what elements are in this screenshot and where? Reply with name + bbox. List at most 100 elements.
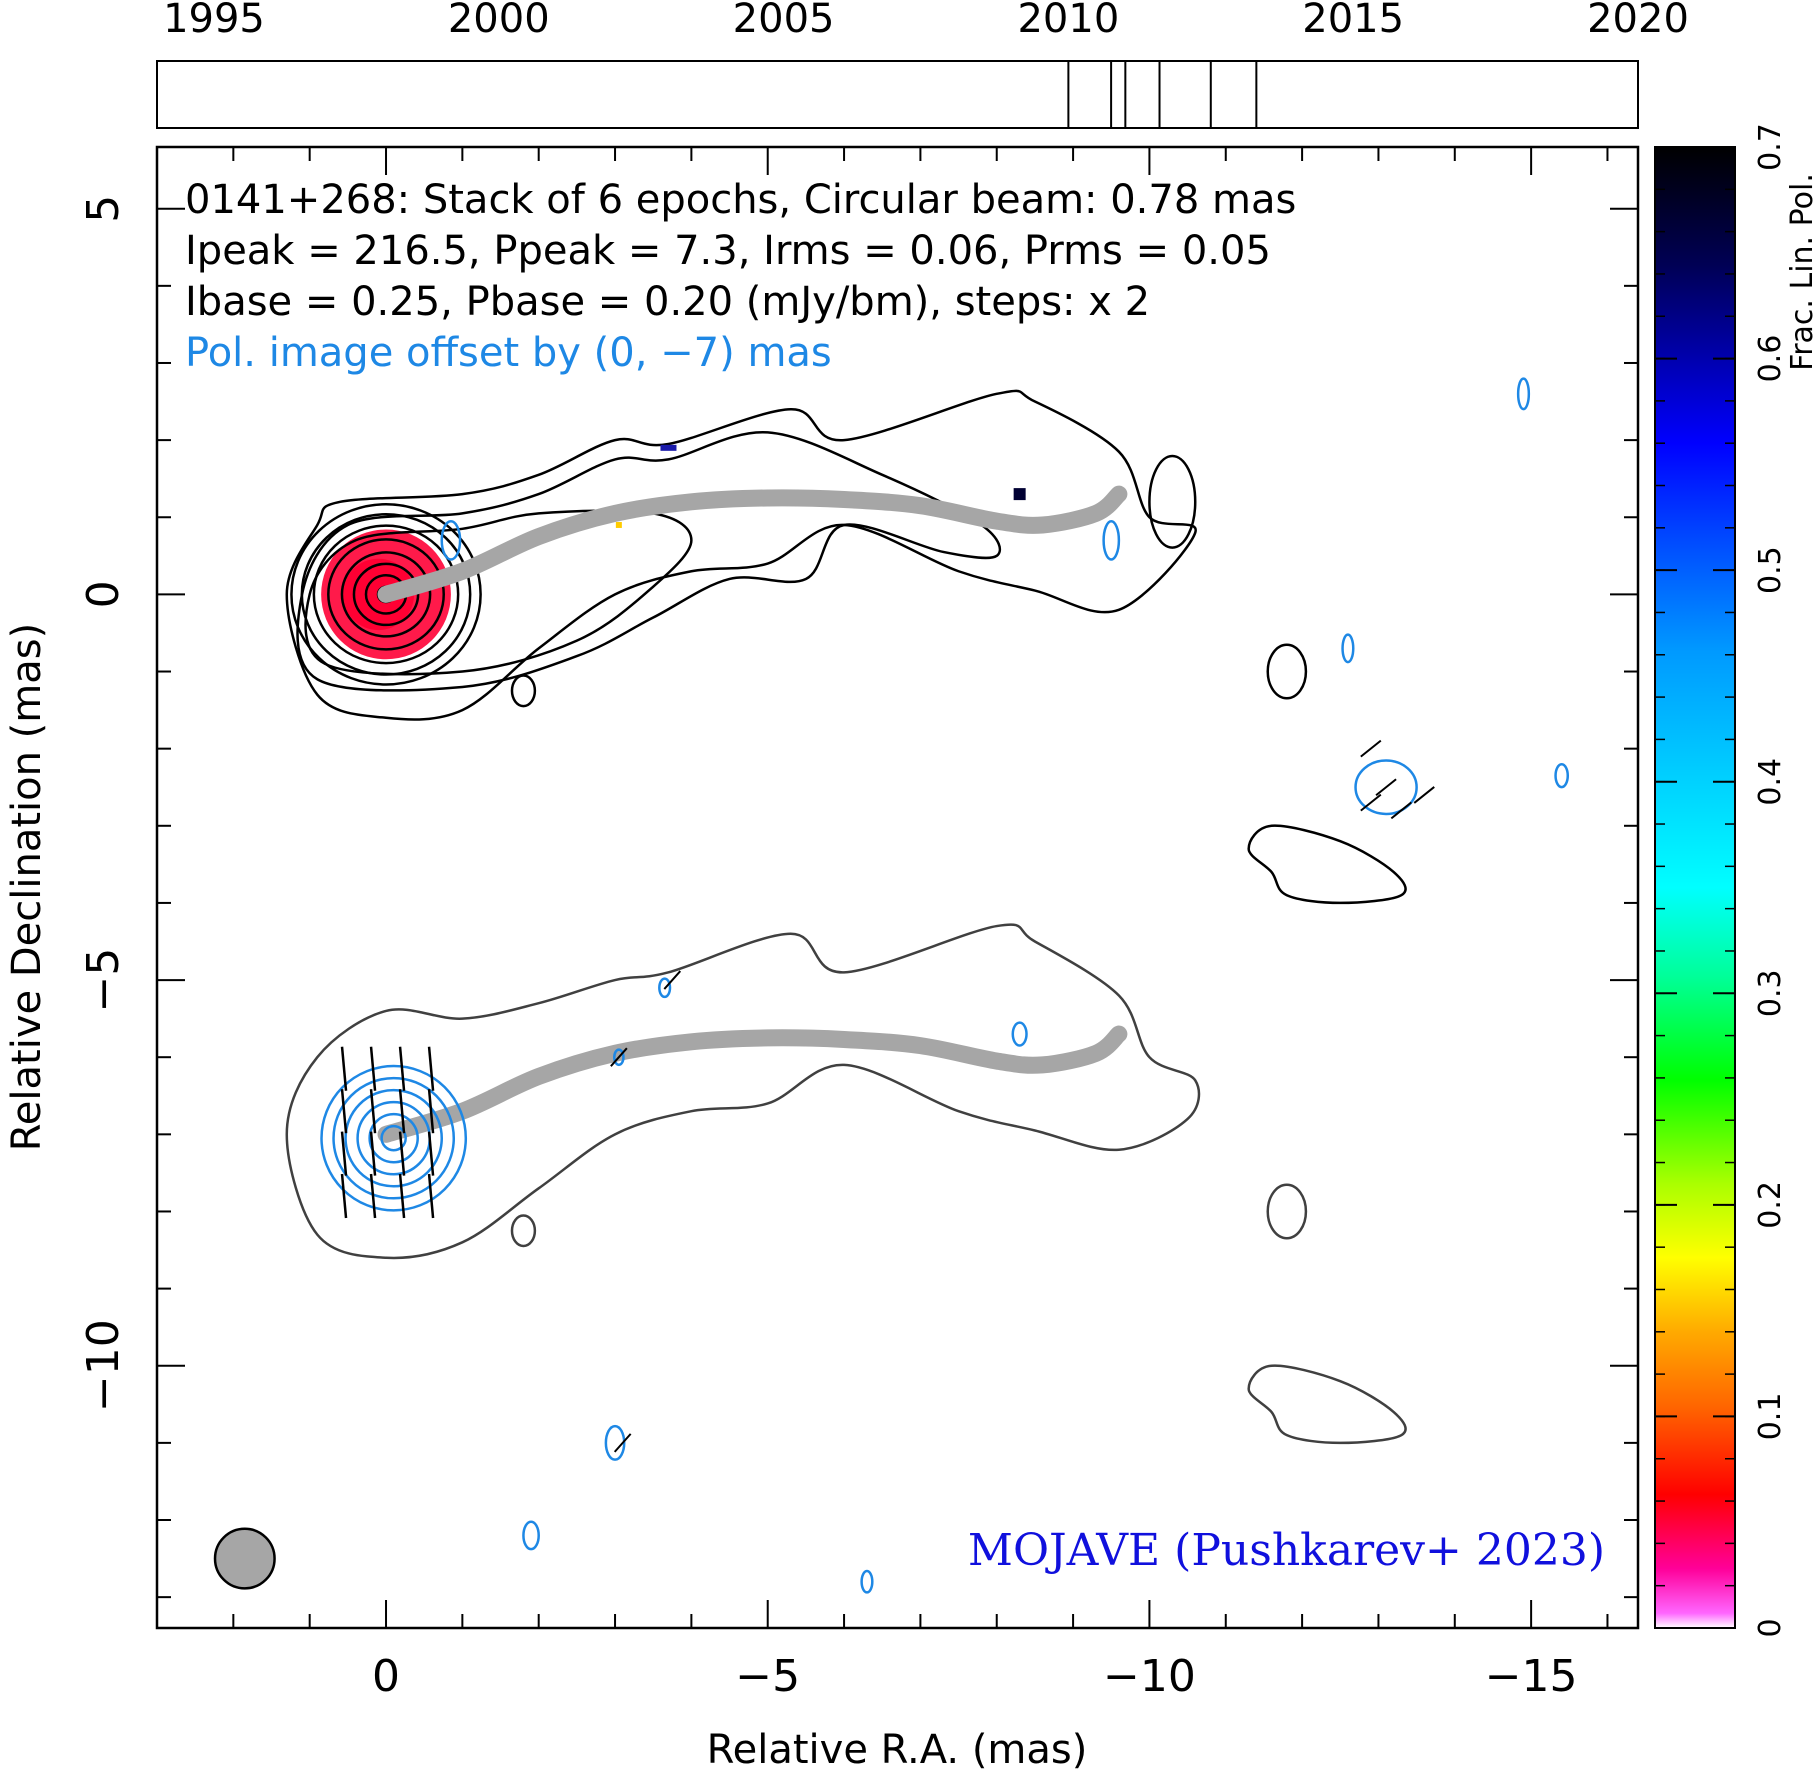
x-axis-label: Relative R.A. (mas) <box>707 1727 1088 1773</box>
annotation-line-2: Ipeak = 216.5, Ppeak = 7.3, Irms = 0.06,… <box>185 228 1271 274</box>
pol-panel-isolated-contour <box>510 1214 537 1248</box>
pol-core-contour <box>380 1124 407 1152</box>
isolated-contour <box>1148 454 1197 549</box>
pol-core-contour <box>368 1112 419 1164</box>
x-tick-label: 0 <box>372 1651 400 1702</box>
timeline-year-label: 2000 <box>448 0 550 42</box>
timeline-year-label: 2010 <box>1017 0 1119 42</box>
pol-contour <box>604 1424 626 1461</box>
plot-frame <box>155 145 1640 1630</box>
total-intensity-contour <box>296 431 1001 692</box>
evpa-stick <box>340 1046 348 1091</box>
core-contour <box>340 551 432 638</box>
core-contour <box>327 538 445 651</box>
colorbar-tick-label: 0.7 <box>1753 123 1788 171</box>
colorbar-frame <box>1654 146 1736 1629</box>
pol-panel-total-contour <box>285 923 1201 1260</box>
pol-contour <box>613 1048 625 1067</box>
colorbar-tick-label: 0.3 <box>1753 969 1788 1017</box>
timeline-frame <box>156 60 1639 129</box>
colorbar-tick-label: 0.1 <box>1753 1393 1788 1441</box>
annotation-line-3: Ibase = 0.25, Pbase = 0.20 (mJy/bm), ste… <box>185 279 1150 325</box>
x-tick-label: −15 <box>1485 1651 1578 1702</box>
isolated-contour <box>1266 643 1308 700</box>
evpa-stick <box>663 970 682 990</box>
epoch-timeline: 1995 2000 2005 2010 2015 2020 <box>156 0 1689 129</box>
total-intensity-contour <box>285 389 1197 721</box>
fpol-pixel <box>615 521 622 528</box>
timeline-year-label: 2005 <box>733 0 835 42</box>
annotation-block: 0141+268: Stack of 6 epochs, Circular be… <box>185 177 1296 376</box>
pol-contour <box>1011 1021 1028 1047</box>
y-tick-label: −10 <box>78 1319 129 1412</box>
x-tick-label: −5 <box>735 1651 800 1702</box>
map-panel: 0 −5 −10 −15 5 0 −5 −10 <box>78 145 1640 1702</box>
evpa-stick <box>427 1046 435 1091</box>
colorbar-label: Frac. Lin. Pol. <box>1785 173 1819 371</box>
isolated-contour <box>1247 824 1407 905</box>
pol-core-contour <box>332 1076 456 1200</box>
evpa-stick <box>369 1089 377 1134</box>
evpa-stick <box>340 1131 348 1176</box>
colorbar-tick-label: 0.2 <box>1753 1181 1788 1229</box>
evpa-stick <box>427 1131 435 1176</box>
core-contour <box>352 562 420 627</box>
beam-circle <box>213 1527 276 1590</box>
evpa-stick <box>340 1173 348 1219</box>
y-tick-label: 0 <box>78 580 129 608</box>
ridgeline-total <box>377 485 1128 603</box>
pol-contour <box>440 520 462 561</box>
evpa-stick <box>340 1089 348 1134</box>
evpa-stick <box>1360 739 1382 758</box>
evpa-stick <box>1375 778 1397 797</box>
annotation-line-4: Pol. image offset by (0, −7) mas <box>185 330 832 376</box>
pol-contour <box>860 1569 874 1594</box>
colorbar-gradient <box>1655 147 1735 1628</box>
colorbar-tick-label: 0.4 <box>1753 758 1788 806</box>
evpa-stick <box>369 1131 377 1176</box>
pol-panel-isolated-contour <box>1247 1364 1407 1445</box>
evpa-stick <box>1413 786 1435 804</box>
timeline-year-label: 1995 <box>163 0 265 42</box>
isolated-contour <box>510 674 537 708</box>
pol-contour <box>1341 633 1355 664</box>
colorbar: 0 0.1 0.2 0.3 0.4 0.5 0.6 0.7 Frac. Lin. Pol. <box>1654 123 1819 1638</box>
y-tick-label: −5 <box>78 948 129 1013</box>
ridgeline-pol <box>377 1025 1128 1143</box>
pol-core-contour <box>344 1088 443 1188</box>
pol-contour <box>522 1520 540 1551</box>
fpol-pixel <box>1013 488 1026 501</box>
x-tick-label: −10 <box>1103 1651 1196 1702</box>
y-axis-label: Relative Declination (mas) <box>4 623 50 1151</box>
y-tick-label: 5 <box>78 195 129 223</box>
colorbar-tick-label: 0.5 <box>1753 546 1788 594</box>
fpol-pixel <box>660 444 677 451</box>
evpa-stick <box>1360 793 1382 812</box>
evpa-stick <box>369 1046 377 1091</box>
credit-label: MOJAVE (Pushkarev+ 2023) <box>968 1525 1605 1576</box>
pol-contour <box>1554 762 1570 789</box>
pol-contour <box>1354 759 1418 816</box>
timeline-year-label: 2015 <box>1302 0 1404 42</box>
timeline-year-label: 2020 <box>1587 0 1689 42</box>
annotation-line-1: 0141+268: Stack of 6 epochs, Circular be… <box>185 177 1296 223</box>
evpa-stick <box>398 1089 406 1134</box>
evpa-stick <box>398 1173 406 1219</box>
evpa-stick <box>369 1173 377 1219</box>
pol-contour <box>658 977 672 999</box>
core-contour <box>312 524 460 665</box>
pol-core-contour <box>320 1064 468 1212</box>
evpa-stick <box>610 1047 628 1067</box>
core-contour <box>290 503 482 686</box>
colorbar-tick-label: 0 <box>1753 1618 1788 1637</box>
evpa-stick <box>427 1089 435 1134</box>
evpa-stick <box>398 1131 406 1176</box>
pol-contour <box>1102 520 1121 561</box>
evpa-stick <box>427 1173 435 1219</box>
colorbar-tick-label: 0.6 <box>1753 335 1788 383</box>
pol-panel-isolated-contour <box>1266 1183 1308 1240</box>
pol-contour <box>1516 377 1531 411</box>
evpa-stick <box>398 1046 406 1091</box>
evpa-stick <box>1390 801 1412 820</box>
